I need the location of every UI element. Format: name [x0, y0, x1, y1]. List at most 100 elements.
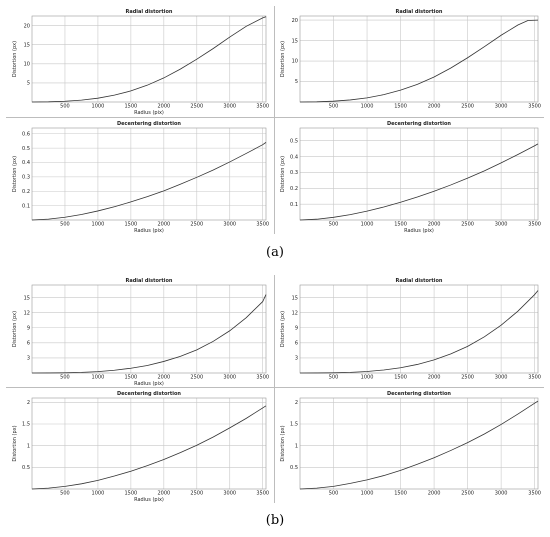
x-tick-label: 3500 [528, 104, 541, 110]
chart-a-radial-left: Radial distortion 500 1000 1500 2000 2500 3000… [8, 6, 270, 116]
x-tick-label: 500 [60, 375, 70, 381]
x-tick-label: 500 [329, 104, 339, 110]
y-tick-label: 0.5 [22, 465, 30, 471]
x-tick-label: 3000 [495, 222, 508, 228]
plot-frame [299, 15, 539, 103]
x-tick-label: 1000 [92, 222, 105, 228]
y-tick-label: 6 [295, 341, 298, 347]
chart-b-radial-left: Radial distortion 500 1000 1500 2000 2500 3000… [8, 275, 270, 387]
x-tick-label: 3500 [256, 491, 269, 497]
x-tick-label: 3000 [495, 104, 508, 110]
separator-top-horizontal [6, 117, 544, 118]
chart-a-decentering-right: Decentering distortion 500 1000 1500 2000 250… [276, 118, 542, 234]
y-tick-label: 0.5 [290, 465, 298, 471]
series-line [299, 400, 539, 490]
x-tick-label: 500 [329, 375, 339, 381]
x-axis-label: Radius (pix) [404, 228, 434, 234]
y-axis-label: Distortion (px) [280, 156, 286, 192]
x-tick-label: 1000 [92, 491, 105, 497]
x-tick-label: 500 [329, 222, 339, 228]
y-tick-label: 12 [292, 310, 298, 316]
plot-frame [299, 397, 539, 490]
x-tick-label: 2000 [157, 491, 170, 497]
x-tick-label: 1500 [394, 491, 407, 497]
x-tick-label: 2000 [428, 375, 441, 381]
y-tick-label: 0.1 [22, 203, 30, 209]
x-tick-label: 1000 [92, 375, 105, 381]
x-tick-label: 3500 [256, 104, 269, 110]
chart-b-decentering-right: Decentering distortion 500 1000 1500 2000 250… [276, 388, 542, 503]
separator-bottom-vertical [274, 275, 275, 503]
y-tick-label: 10 [292, 59, 298, 65]
chart-a-decentering-left: Decentering distortion 500 1000 1500 2000 250… [8, 118, 270, 234]
x-tick-label: 500 [60, 104, 70, 110]
y-tick-label: 0.2 [290, 186, 298, 192]
plot-frame [299, 127, 539, 221]
y-tick-label: 0.4 [22, 160, 30, 166]
y-axis-label: Distortion (px) [12, 156, 18, 192]
y-tick-label: 5 [295, 79, 298, 85]
x-tick-label: 2500 [461, 375, 474, 381]
y-tick-label: 15 [292, 295, 298, 301]
chart-a-radial-right: Radial distortion 500 1000 1500 2000 2500 3000… [276, 6, 542, 116]
y-axis-label: Distortion (px) [12, 311, 18, 347]
plot-frame [31, 284, 267, 374]
y-tick-label: 0.6 [22, 131, 30, 137]
x-tick-label: 500 [60, 222, 70, 228]
x-tick-label: 2500 [461, 491, 474, 497]
x-tick-label: 1000 [361, 104, 374, 110]
x-tick-label: 3000 [223, 222, 236, 228]
chart-title: Decentering distortion [387, 121, 451, 127]
x-tick-label: 1500 [125, 375, 138, 381]
x-tick-label: 2500 [190, 375, 203, 381]
separator-bottom-horizontal [6, 387, 544, 388]
x-tick-label: 1500 [125, 222, 138, 228]
y-tick-label: 12 [24, 310, 30, 316]
x-tick-label: 1500 [394, 104, 407, 110]
x-tick-label: 2000 [428, 491, 441, 497]
y-tick-label: 20 [24, 23, 30, 29]
chart-b-radial-right: Radial distortion 500 1000 1500 2000 2500 3000… [276, 275, 542, 387]
y-tick-label: 1 [295, 443, 298, 449]
y-tick-label: 0.1 [290, 202, 298, 208]
y-tick-label: 20 [292, 18, 298, 24]
y-tick-label: 15 [24, 42, 30, 48]
x-tick-label: 3000 [223, 375, 236, 381]
separator-top-vertical [274, 6, 275, 234]
series-line [31, 294, 267, 374]
series-line [31, 142, 267, 221]
x-tick-label: 2000 [428, 222, 441, 228]
y-tick-label: 0.2 [22, 189, 30, 195]
chart-title: Radial distortion [125, 278, 172, 284]
y-tick-label: 0.5 [22, 146, 30, 152]
y-tick-label: 15 [24, 295, 30, 301]
series-line [299, 19, 539, 103]
chart-b-decentering-left: Decentering distortion 500 1000 1500 2000 250… [8, 388, 270, 503]
plot-frame [31, 15, 267, 103]
x-axis-label: Radius (pix) [134, 381, 164, 387]
x-tick-label: 2500 [461, 104, 474, 110]
y-tick-label: 0.4 [290, 154, 298, 160]
series-line [299, 290, 539, 374]
y-tick-label: 5 [27, 81, 30, 87]
y-tick-label: 2 [27, 400, 30, 406]
x-tick-label: 3000 [223, 491, 236, 497]
x-tick-label: 2500 [190, 222, 203, 228]
plot-frame [31, 127, 267, 221]
plot-frame [31, 397, 267, 490]
x-tick-label: 1500 [394, 222, 407, 228]
y-tick-label: 9 [27, 325, 30, 331]
series-line [299, 143, 539, 221]
series-line [31, 16, 267, 103]
figure-label-a: (a) [266, 245, 284, 260]
y-tick-label: 10 [24, 61, 30, 67]
y-tick-label: 1 [27, 443, 30, 449]
x-tick-label: 2500 [461, 222, 474, 228]
x-tick-label: 2000 [157, 375, 170, 381]
x-tick-label: 2000 [428, 104, 441, 110]
y-tick-label: 0.3 [290, 170, 298, 176]
chart-title: Decentering distortion [117, 121, 181, 127]
x-tick-label: 500 [329, 491, 339, 497]
x-tick-label: 1500 [125, 491, 138, 497]
x-tick-label: 1000 [361, 375, 374, 381]
